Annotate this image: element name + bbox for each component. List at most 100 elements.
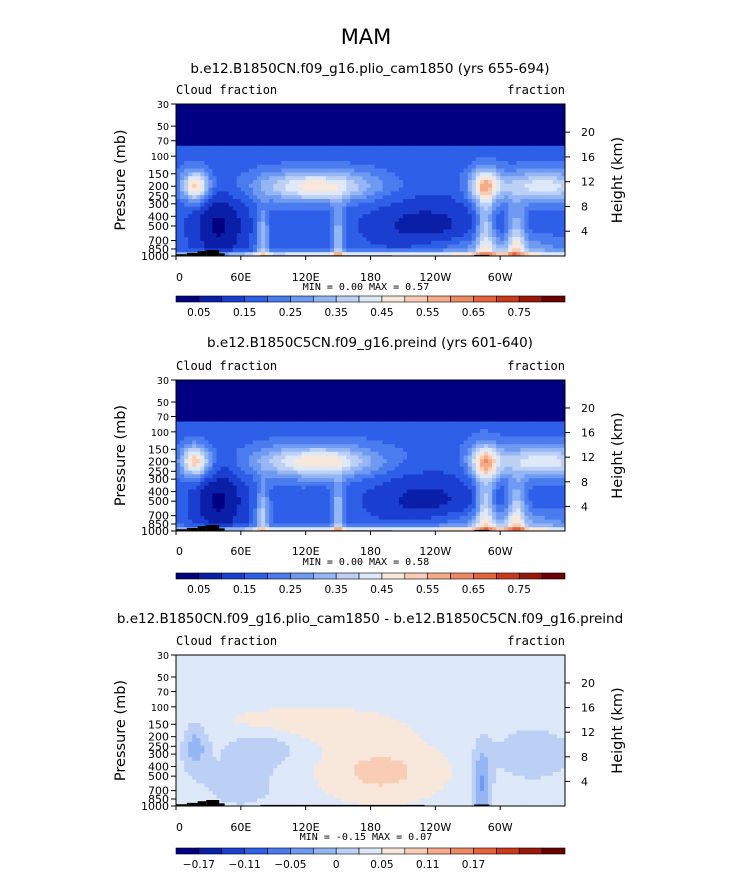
- field-cell: [411, 107, 416, 112]
- field-cell: [427, 237, 432, 242]
- field-cell: [342, 383, 347, 388]
- field-cell: [204, 157, 209, 162]
- field-cell: [516, 126, 521, 131]
- field-cell: [536, 398, 542, 404]
- field-cell: [301, 115, 307, 120]
- field-cell: [560, 406, 566, 411]
- field-cell: [350, 145, 355, 150]
- field-cell: [366, 195, 371, 200]
- field-cell: [317, 214, 323, 219]
- field-cell: [354, 252, 359, 257]
- field-cell: [208, 130, 213, 135]
- field-cell: [500, 383, 505, 388]
- field-cell: [451, 383, 456, 388]
- field-cell: [362, 164, 367, 169]
- field-cell: [362, 168, 367, 173]
- field-cell: [479, 134, 485, 139]
- field-cell: [496, 240, 501, 245]
- field-cell: [285, 225, 290, 230]
- field-cell: [488, 138, 493, 143]
- field-cell: [467, 142, 473, 147]
- field-cell: [463, 413, 469, 419]
- field-cell: [277, 387, 282, 392]
- field-cell: [329, 104, 335, 109]
- field-cell: [204, 199, 209, 204]
- field-cell: [305, 387, 311, 392]
- field-cell: [232, 107, 238, 112]
- field-cell: [516, 252, 521, 257]
- field-cell: [350, 398, 355, 404]
- field-cell: [504, 380, 509, 385]
- field-cell: [228, 130, 234, 135]
- field-cell: [455, 391, 461, 396]
- field-cell: [289, 210, 294, 215]
- field-cell: [548, 380, 554, 385]
- field-cell: [346, 157, 351, 162]
- field-cell: [338, 237, 343, 242]
- field-cell: [394, 130, 400, 135]
- field-cell: [415, 187, 420, 192]
- field-cell: [261, 187, 266, 192]
- field-cell: [293, 107, 298, 112]
- field-cell: [317, 195, 323, 200]
- field-cell: [176, 402, 181, 407]
- field-cell: [240, 172, 246, 177]
- field-cell: [463, 210, 469, 215]
- field-cell: [248, 240, 254, 245]
- field-cell: [492, 413, 497, 419]
- field-cell: [544, 252, 550, 257]
- field-cell: [512, 210, 517, 215]
- field-cell: [192, 161, 197, 166]
- field-cell: [415, 180, 420, 185]
- field-cell: [212, 237, 217, 242]
- field-cell: [475, 417, 481, 422]
- field-cell: [398, 221, 404, 226]
- field-cell: [471, 413, 477, 419]
- field-cell: [269, 237, 274, 242]
- field-cell: [176, 119, 181, 124]
- field-cell: [402, 229, 408, 234]
- field-cell: [334, 218, 339, 223]
- field-cell: [176, 104, 181, 109]
- y-tick-label: 250: [148, 190, 169, 203]
- field-cell: [240, 191, 246, 196]
- field-cell: [492, 115, 497, 120]
- field-cell: [244, 402, 250, 407]
- field-cell: [257, 237, 262, 242]
- field-cell: [350, 244, 355, 249]
- field-cell: [220, 104, 226, 109]
- field-cell: [483, 410, 489, 415]
- field-cell: [532, 107, 538, 112]
- field-cell: [560, 168, 566, 173]
- field-cell: [524, 402, 529, 407]
- field-cell: [415, 126, 420, 131]
- field-cell: [508, 187, 513, 192]
- field-cell: [289, 214, 294, 219]
- field-cell: [184, 387, 189, 392]
- field-cell: [552, 149, 558, 154]
- field-cell: [301, 402, 307, 407]
- field-cell: [257, 214, 262, 219]
- field-cell: [281, 387, 286, 392]
- field-cell: [386, 180, 392, 185]
- field-cell: [427, 138, 432, 143]
- field-cell: [293, 168, 298, 173]
- field-cell: [273, 398, 278, 404]
- field-cell: [321, 161, 327, 166]
- field-cell: [516, 380, 521, 385]
- field-cell: [544, 244, 550, 249]
- field-cell: [447, 168, 452, 173]
- field-cell: [479, 225, 485, 230]
- field-cell: [540, 111, 546, 116]
- field-cell: [224, 104, 230, 109]
- field-cell: [488, 161, 493, 166]
- field-cell: [346, 221, 351, 226]
- field-cell: [224, 123, 230, 128]
- field-cell: [508, 149, 513, 154]
- field-cell: [556, 138, 562, 143]
- field-cell: [406, 138, 412, 143]
- field-cell: [334, 119, 339, 124]
- field-cell: [285, 142, 290, 147]
- field-cell: [346, 214, 351, 219]
- field-cell: [390, 115, 396, 120]
